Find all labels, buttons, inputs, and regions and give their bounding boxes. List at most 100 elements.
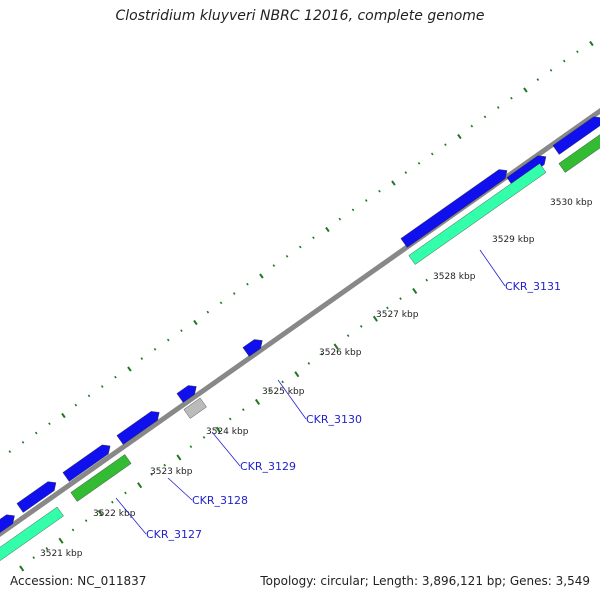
outer-tick (114, 375, 117, 379)
outer-tick (325, 226, 330, 233)
outer-tick (232, 292, 236, 295)
scale-tick (137, 482, 143, 489)
outer-tick (298, 245, 302, 249)
outer-tick (193, 319, 198, 326)
outer-tick (510, 96, 513, 100)
scale-tick (268, 389, 271, 393)
outer-tick (536, 78, 540, 81)
outer-tick (74, 403, 78, 407)
scale-label: 3530 kbp (550, 198, 593, 208)
gene-feature (558, 134, 600, 173)
outer-tick (140, 357, 144, 360)
gene-label: CKR_3127 (146, 528, 202, 541)
scale-tick (150, 473, 153, 476)
outer-tick (351, 208, 355, 212)
scale-label: 3523 kbp (150, 467, 193, 477)
outer-tick (180, 329, 183, 333)
outer-tick (100, 385, 104, 388)
gene-leader-line (115, 497, 147, 535)
outer-tick (562, 59, 566, 63)
scale-tick (84, 519, 88, 523)
scale-tick (32, 556, 36, 560)
scale-label: 3528 kbp (433, 272, 476, 282)
scale-tick (359, 325, 363, 328)
cds-feature (62, 444, 111, 482)
scale-tick (58, 537, 64, 544)
cds-feature (16, 481, 57, 513)
scale-tick (346, 334, 350, 338)
outer-tick (589, 40, 594, 47)
scale-tick (412, 287, 418, 294)
outer-tick (166, 338, 170, 342)
outer-tick (378, 189, 381, 193)
outer-tick (444, 143, 447, 147)
outer-tick (549, 68, 553, 72)
outer-tick-track (8, 40, 594, 453)
gene-label: CKR_3129 (240, 460, 296, 473)
genome-summary: Topology: circular; Length: 3,896,121 bp… (260, 574, 590, 588)
scale-tick (228, 417, 232, 421)
outer-tick (246, 282, 249, 286)
outer-tick (430, 152, 434, 156)
outer-tick (417, 161, 421, 165)
scale-tick (254, 398, 261, 405)
scale-tick (111, 500, 114, 504)
outer-tick (576, 50, 579, 54)
outer-tick (470, 124, 474, 128)
scale-labels: 3521 kbp 3522 kbp 3523 kbp 3524 kbp 3525 kbp… (40, 198, 593, 559)
outer-tick (153, 347, 157, 351)
outer-tick (457, 133, 462, 140)
outer-tick (338, 217, 342, 221)
scale-label: 3521 kbp (40, 549, 83, 559)
outer-tick (259, 273, 264, 279)
scale-tick (386, 306, 389, 310)
feature-track (0, 116, 600, 561)
cds-feature (400, 169, 508, 248)
scale-tick (294, 371, 300, 378)
outer-tick (391, 180, 396, 186)
scale-tick (163, 463, 167, 467)
scale-tick (176, 454, 182, 461)
outer-tick (127, 366, 132, 372)
scale-label: 3522 kbp (93, 509, 136, 519)
scale-tick (281, 380, 284, 384)
cds-feature (552, 116, 600, 155)
gene-feature (0, 506, 64, 561)
scale-label: 3524 kbp (206, 427, 249, 437)
scale-tick (124, 491, 127, 495)
outer-tick (404, 171, 408, 174)
cds-feature (242, 339, 263, 357)
cds-feature (116, 411, 160, 445)
cds-feature (176, 385, 197, 403)
scale-tick (320, 352, 324, 356)
scale-tick (45, 547, 49, 550)
outer-tick (206, 310, 210, 314)
scale-tick (189, 445, 193, 449)
gene-label: CKR_3130 (306, 413, 362, 426)
scale-tick (425, 278, 429, 282)
scale-tick (333, 343, 339, 350)
gene-leader-line (277, 379, 307, 420)
gene-label: CKR_3131 (505, 280, 561, 293)
scale-label: 3526 kbp (319, 348, 362, 358)
scale-tick (19, 565, 25, 572)
map-title: Clostridium kluyveri NBRC 12016, complet… (115, 8, 485, 24)
outer-tick (483, 115, 487, 119)
gene-leader-line (479, 249, 506, 287)
scale-tick (71, 528, 75, 532)
scale-tick-track (19, 278, 429, 572)
outer-tick (272, 264, 276, 267)
scale-tick (202, 436, 206, 439)
cds-feature (0, 514, 15, 533)
outer-tick (523, 87, 528, 93)
scale-label: 3529 kbp (492, 235, 535, 245)
scale-tick (399, 297, 402, 301)
gene-leader-line (211, 431, 241, 467)
scale-tick (372, 315, 378, 322)
pseudo-feature (183, 397, 207, 419)
outer-tick (312, 236, 315, 240)
scale-tick (242, 408, 245, 412)
scale-label: 3525 kbp (262, 387, 305, 397)
